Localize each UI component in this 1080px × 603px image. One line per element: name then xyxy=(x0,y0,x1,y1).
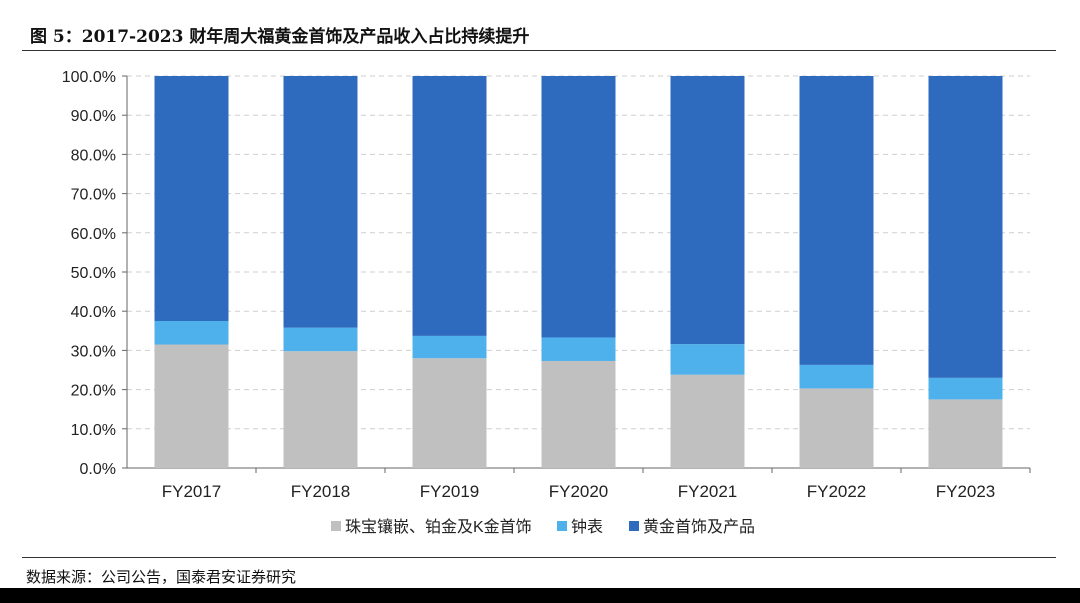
x-tick-labels: FY2017 FY2018 FY2019 FY2020 FY2021 FY2022 FY20… xyxy=(162,482,996,501)
y-tick-label: 20.0% xyxy=(71,383,116,400)
top-rule xyxy=(22,50,1056,51)
bar-segment xyxy=(928,377,1003,400)
bar-segment xyxy=(283,351,358,468)
bottom-bar xyxy=(0,588,1080,603)
legend-swatch xyxy=(331,521,341,531)
y-tick-label: 90.0% xyxy=(71,108,116,125)
y-tick-label: 40.0% xyxy=(71,304,116,321)
x-tick-label: FY2023 xyxy=(936,482,996,501)
y-tick-label: 0.0% xyxy=(80,461,116,478)
bars xyxy=(154,76,1003,468)
bar-segment xyxy=(541,76,616,338)
x-tick-label: FY2022 xyxy=(807,482,867,501)
stacked-bar-chart: 0.0% 10.0% 20.0% 30.0% 40.0% 50.0% 60.0% 70.0% 8… xyxy=(62,69,1031,536)
bar-segment xyxy=(154,344,229,468)
bar-segment xyxy=(412,335,487,359)
legend-swatch xyxy=(557,521,567,531)
bar-segment xyxy=(799,364,874,389)
bottom-rule xyxy=(22,557,1056,558)
legend-label: 钟表 xyxy=(571,518,603,536)
x-tick-label: FY2017 xyxy=(162,482,222,501)
bar-segment xyxy=(799,388,874,468)
bar-segment xyxy=(670,76,745,345)
x-tick-label: FY2019 xyxy=(420,482,480,501)
y-tick-labels: 0.0% 10.0% 20.0% 30.0% 40.0% 50.0% 60.0% 70.0% 8… xyxy=(62,69,116,478)
bar-segment xyxy=(283,76,358,328)
x-tick-label: FY2021 xyxy=(678,482,738,501)
y-tick-label: 80.0% xyxy=(71,147,116,164)
bar-segment xyxy=(670,374,745,468)
y-tick-label: 10.0% xyxy=(71,422,116,439)
bar-segment xyxy=(670,344,745,375)
y-tick-label: 70.0% xyxy=(71,187,116,204)
legend: 珠宝镶嵌、铂金及K金首饰 钟表 黄金首饰及产品 xyxy=(331,517,755,536)
legend-label: 珠宝镶嵌、铂金及K金首饰 xyxy=(345,517,532,536)
legend-swatch xyxy=(629,521,639,531)
bar-segment xyxy=(412,76,487,336)
bar-segment xyxy=(154,76,229,321)
bar-segment xyxy=(928,399,1003,468)
bar-segment xyxy=(412,358,487,468)
bar-segment xyxy=(541,360,616,468)
bar-segment xyxy=(283,327,358,352)
figure-title: 图 5：2017-2023 财年周大福黄金首饰及产品收入占比持续提升 xyxy=(30,27,530,47)
bar-segment xyxy=(541,337,616,361)
bar-segment xyxy=(928,76,1003,378)
source-note: 数据来源：公司公告，国泰君安证券研究 xyxy=(26,568,297,586)
x-tick-label: FY2018 xyxy=(291,482,351,501)
legend-label: 黄金首饰及产品 xyxy=(643,518,755,536)
y-tick-label: 100.0% xyxy=(62,69,116,86)
y-tick-label: 30.0% xyxy=(71,343,116,360)
bar-segment xyxy=(154,321,229,345)
y-tick-label: 50.0% xyxy=(71,265,116,282)
x-tick-label: FY2020 xyxy=(549,482,609,501)
bar-segment xyxy=(799,76,874,365)
y-tick-label: 60.0% xyxy=(71,226,116,243)
